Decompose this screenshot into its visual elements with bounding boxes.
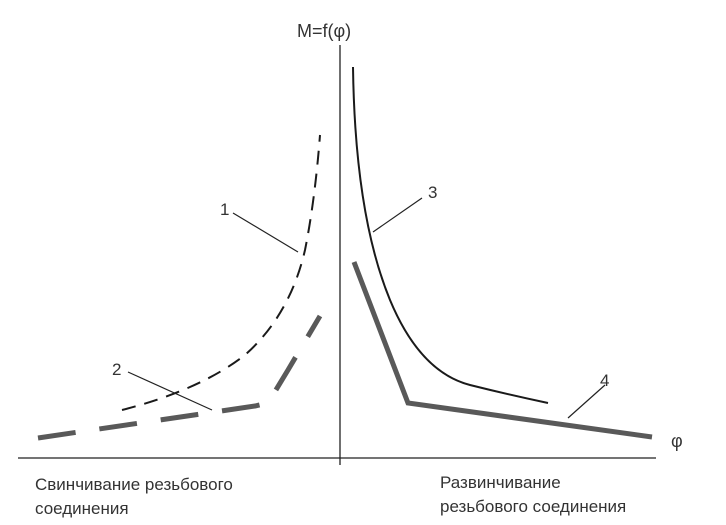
curve-2 (37, 314, 323, 441)
curve-1 (121, 134, 321, 411)
leader-line-4 (567, 384, 606, 419)
curve-1-label: 1 (220, 200, 229, 219)
right-caption-line-2: резьбового соединения (440, 497, 626, 516)
leader-line-2 (127, 371, 213, 411)
curve-3 (352, 66, 549, 404)
curve-4-label: 4 (600, 371, 609, 390)
x-axis-label: φ (671, 431, 683, 451)
leader-line-1 (232, 212, 299, 253)
curve-3-label: 3 (428, 183, 437, 202)
left-caption-line-2: соединения (35, 499, 129, 518)
leader-line-3 (372, 197, 423, 233)
left-caption-line-1: Свинчивание резьбового (35, 475, 233, 494)
curve-2-label: 2 (112, 360, 121, 379)
right-caption-line-1: Развинчивание (440, 473, 561, 492)
curve-4 (351, 261, 653, 440)
y-axis-label: M=f(φ) (297, 21, 351, 41)
